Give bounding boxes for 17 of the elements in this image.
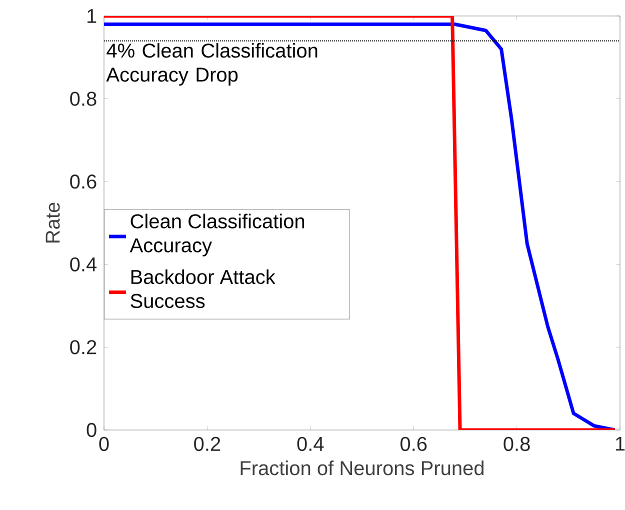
x-axis-title: Fraction of Neurons Pruned bbox=[240, 460, 484, 476]
y-tick-label: 0.8 bbox=[70, 92, 96, 106]
x-tick-label: 0.6 bbox=[400, 436, 427, 452]
y-tick-label: 0.4 bbox=[70, 257, 97, 272]
legend-label: Clean Classification Accuracy bbox=[130, 214, 304, 256]
y-tick-label: 1 bbox=[88, 9, 96, 23]
x-tick-label: 0.4 bbox=[297, 436, 324, 452]
y-tick-label: 0.2 bbox=[70, 340, 96, 354]
ref-line-label: 4% Clean Classification Accuracy Drop bbox=[106, 43, 318, 86]
x-tick-label: 0.8 bbox=[504, 436, 530, 452]
x-tick-label: 0.2 bbox=[194, 436, 220, 452]
legend-label: Backdoor Attack Success bbox=[130, 269, 276, 308]
y-tick-label: 0 bbox=[86, 422, 96, 438]
x-tick-label: 0 bbox=[99, 436, 109, 452]
y-tick-label: 0.6 bbox=[70, 174, 96, 189]
x-tick-label: 1 bbox=[616, 436, 625, 451]
y-axis-title: Rate bbox=[46, 202, 60, 242]
